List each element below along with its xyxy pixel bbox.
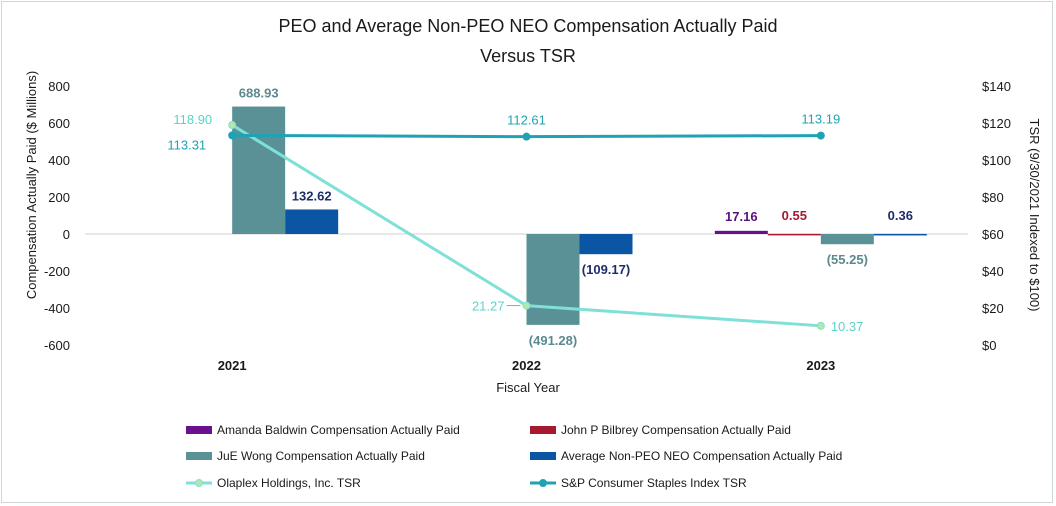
bar-data-label: 0.55 [782,208,807,223]
legend-label: Amanda Baldwin Compensation Actually Pai… [217,423,460,437]
category-labels: 2021 2022 2023 [218,358,836,373]
bar [579,234,633,255]
bar [714,230,768,234]
y2-axis-ticks: $140 $120 $100 $80 $60 $40 $20 $0 [982,79,1011,353]
chart-title-line1: PEO and Average Non-PEO NEO Compensation… [279,16,778,36]
data-labels: 17.16 0.55 688.93 (491.28) (55.25) 132.62 (109… [167,86,913,348]
line-data-label: 113.19 [801,112,840,127]
legend-label: John P Bilbrey Compensation Actually Pai… [561,423,791,437]
y2-axis-title: TSR (9/30/2021 Indexed to $100) [1027,119,1042,312]
bar-data-label: 688.93 [239,86,279,101]
bar-data-label: 17.16 [725,209,758,224]
legend-swatch [530,426,556,434]
y-tick-label: 0 [63,227,70,242]
y2-tick-label: $100 [982,153,1011,168]
bar [820,234,874,245]
bar [873,233,927,236]
y-tick-label: -200 [44,264,70,279]
category-label: 2022 [512,358,541,373]
lines [228,121,825,330]
bar [232,106,286,234]
tsr-point [522,132,531,141]
bar-data-label: 0.36 [888,208,913,223]
bar-data-label: (491.28) [529,333,577,348]
y-tick-label: 400 [48,153,70,168]
line-data-label: 10.37 [831,319,864,334]
bar [285,209,339,234]
legend-swatch [186,426,212,434]
y-tick-label: 200 [48,190,70,205]
y2-tick-label: $20 [982,301,1004,316]
tsr-point [816,131,825,140]
category-label: 2023 [806,358,835,373]
legend-label: S&P Consumer Staples Index TSR [561,476,747,490]
bar-data-label: (109.17) [582,262,630,277]
tsr-point [522,301,531,310]
y2-tick-label: $40 [982,264,1004,279]
legend-swatch [530,452,556,460]
tsr-point [816,321,825,330]
y2-tick-label: $140 [982,79,1011,94]
y-tick-label: 600 [48,116,70,131]
y2-tick-label: $120 [982,116,1011,131]
line-data-label: 112.61 [507,113,546,128]
bar-data-label: (55.25) [827,252,868,267]
legend-label: JuE Wong Compensation Actually Paid [217,449,425,463]
legend-label: Average Non-PEO NEO Compensation Actuall… [561,449,842,463]
legend: Amanda Baldwin Compensation Actually Pai… [186,423,842,490]
y-tick-label: -600 [44,338,70,353]
y-tick-label: 800 [48,79,70,94]
legend-marker [539,479,547,487]
y-axis-ticks: 800 600 400 200 0 -200 -400 -600 [44,79,70,353]
bar [767,233,821,236]
line-data-label: 118.90 [173,112,212,127]
chart-title-line2: Versus TSR [480,46,576,66]
bar-data-label: 132.62 [292,188,332,203]
bar [526,234,580,325]
y-tick-label: -400 [44,301,70,316]
y2-tick-label: $0 [982,338,996,353]
line-data-label: 21.27 [472,299,505,314]
legend-label: Olaplex Holdings, Inc. TSR [217,476,361,490]
tsr-point [228,131,237,140]
y-axis-title: Compensation Actually Paid ($ Millions) [24,71,39,299]
line-data-label: 113.31 [167,137,206,152]
legend-marker [195,479,203,487]
y2-tick-label: $60 [982,227,1004,242]
x-axis-title: Fiscal Year [496,380,560,395]
category-label: 2021 [218,358,247,373]
legend-swatch [186,452,212,460]
y2-tick-label: $80 [982,190,1004,205]
tsr-point [228,121,237,130]
bars [232,106,927,325]
